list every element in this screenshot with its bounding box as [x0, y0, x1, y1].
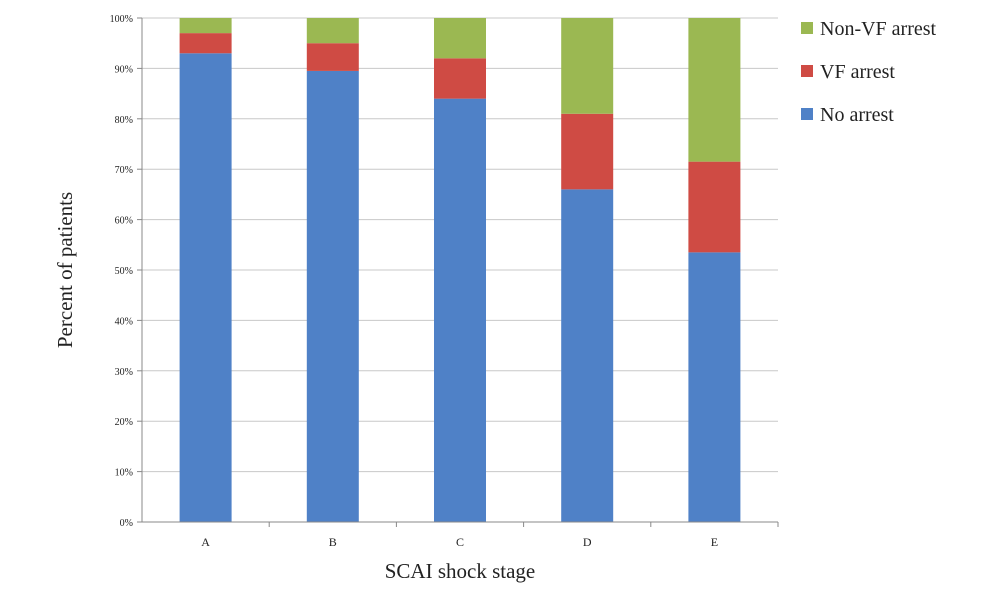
- y-tick-label: 60%: [115, 216, 133, 227]
- bar-segment-no-arrest-a: [179, 53, 232, 522]
- bars: [179, 18, 741, 523]
- y-tick-label: 20%: [115, 417, 133, 428]
- bar-segment-non-vf-arrest-a: [179, 18, 232, 34]
- x-tick-label: E: [711, 535, 718, 549]
- legend-swatch: [801, 108, 813, 120]
- bar-segment-no-arrest-c: [434, 98, 486, 522]
- x-axis-title: SCAI shock stage: [385, 559, 536, 583]
- bar-segment-vf-arrest-b: [306, 43, 359, 71]
- bar-segment-non-vf-arrest-b: [306, 18, 359, 44]
- y-tick-label: 80%: [115, 115, 133, 126]
- bar-segment-no-arrest-d: [561, 189, 614, 523]
- legend-swatch: [801, 22, 813, 34]
- axes: 0% 10% 20% 30% 40% 50% 60% 70% 80% 90% 100% A B C D E: [110, 14, 779, 549]
- y-tick-label: 50%: [115, 266, 133, 277]
- x-tick-label: A: [201, 535, 210, 549]
- y-axis-title: Percent of patients: [53, 192, 77, 348]
- bar-segment-non-vf-arrest-e: [688, 18, 741, 162]
- bar-segment-no-arrest-b: [306, 70, 359, 523]
- y-tick-label: 0%: [120, 518, 133, 529]
- bar-segment-vf-arrest-a: [179, 33, 232, 54]
- legend-label: Non-VF arrest: [820, 18, 937, 40]
- y-tick-label: 90%: [115, 64, 133, 75]
- bar-segment-non-vf-arrest-d: [561, 18, 614, 114]
- bar-segment-vf-arrest-e: [688, 161, 741, 253]
- y-tick-label: 30%: [115, 367, 133, 378]
- legend-swatch: [801, 65, 813, 77]
- y-tick-label: 10%: [115, 468, 133, 479]
- bar-segment-no-arrest-e: [688, 252, 741, 523]
- y-tick-label: 40%: [115, 316, 133, 327]
- legend-label: VF arrest: [820, 61, 895, 83]
- legend-label: No arrest: [820, 104, 894, 126]
- bar-segment-non-vf-arrest-c: [434, 18, 486, 59]
- legend: Non-VF arrest VF arrest No arrest: [801, 18, 937, 126]
- x-tick-label: B: [329, 535, 337, 549]
- y-tick-label: 70%: [115, 165, 133, 176]
- bar-segment-vf-arrest-c: [434, 58, 486, 99]
- y-tick-label: 100%: [110, 14, 133, 25]
- x-tick-label: D: [583, 535, 592, 549]
- bar-segment-vf-arrest-d: [561, 113, 614, 190]
- x-tick-label: C: [456, 535, 464, 549]
